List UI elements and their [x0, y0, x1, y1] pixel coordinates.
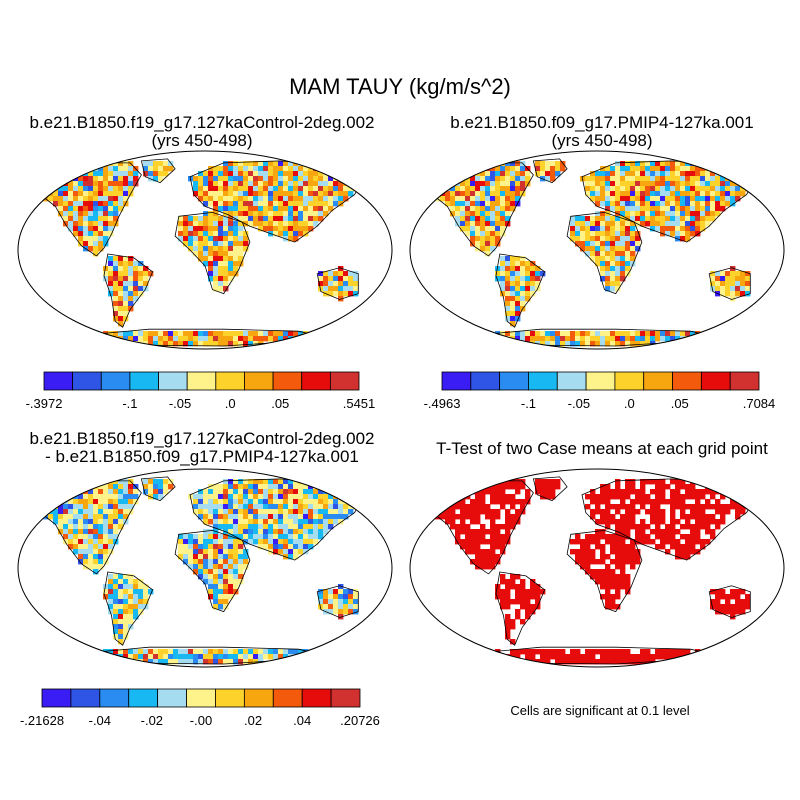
colorbar-2-label: -.4963 — [423, 396, 461, 411]
colorbar-1-swatch — [129, 371, 159, 391]
colorbar-2-swatch — [499, 371, 529, 391]
panel2-title-line1: b.e21.B1850.f09_g17.PMIP4-127ka.001 — [450, 113, 754, 132]
colorbar-1-swatch — [43, 371, 74, 391]
map-panel-4 — [409, 468, 785, 668]
colorbar-3-swatch — [186, 688, 216, 708]
map-field-1 — [38, 161, 364, 347]
colorbar-2-swatch — [556, 371, 587, 391]
colorbar-1-swatch — [329, 371, 360, 391]
colorbar-1-label: .5451 — [342, 396, 376, 411]
colorbar-2-swatch — [729, 371, 760, 391]
panel2-title-line2: (yrs 450-498) — [551, 131, 653, 150]
colorbar-2-swatch — [441, 371, 472, 391]
colorbar-2-swatch — [614, 371, 645, 391]
colorbar-2-swatch — [470, 371, 501, 391]
colorbar-2-label: .05 — [670, 396, 689, 411]
map-border-4 — [409, 468, 785, 668]
colorbar-3-swatch — [128, 688, 159, 708]
main-title: MAM TAUY (kg/m/s^2) — [289, 74, 511, 99]
panel1-title-line2: (yrs 450-498) — [151, 131, 253, 150]
colorbar-1-swatch — [244, 371, 274, 391]
colorbar-3-label: -.02 — [140, 713, 164, 728]
colorbar-3-label: -.04 — [88, 713, 112, 728]
colorbar-1-swatch — [72, 371, 102, 391]
colorbar-1-swatch — [158, 371, 188, 391]
panel1-title-line1: b.e21.B1850.f19_g17.127kaControl-2deg.00… — [29, 113, 375, 132]
map-border-3 — [17, 468, 393, 668]
colorbar-3-label: -.21628 — [19, 713, 65, 728]
colorbar-2-swatch — [643, 371, 673, 391]
colorbar-3-swatch — [41, 688, 72, 708]
ttest-note: Cells are significant at 0.1 level — [510, 703, 690, 718]
map-panel-1 — [17, 150, 393, 350]
colorbar-1-label: -.1 — [122, 396, 138, 411]
colorbar-1-swatch — [215, 371, 245, 391]
colorbar-2-swatch — [672, 371, 702, 391]
colorbar-1 — [43, 371, 360, 391]
colorbar-3-swatch — [272, 688, 303, 708]
map-border-1 — [17, 150, 393, 350]
colorbar-3-swatch — [301, 688, 332, 708]
panel4-title: T-Test of two Case means at each grid po… — [436, 439, 768, 458]
colorbar-3 — [41, 688, 361, 708]
colorbar-1-swatch — [301, 371, 331, 391]
colorbar-2-label: .7084 — [742, 396, 776, 411]
colorbar-3-label: .02 — [243, 713, 263, 728]
map-border-2 — [409, 150, 785, 350]
map-panel-3 — [17, 468, 393, 668]
colorbar-1-swatch — [186, 371, 217, 391]
colorbar-3-swatch — [99, 688, 130, 708]
colorbar-2-swatch — [700, 371, 731, 391]
map-field-3 — [38, 479, 364, 665]
colorbar-2-swatch — [585, 371, 616, 391]
colorbar-1-label: .0 — [224, 396, 236, 411]
panel3-title-line2: - b.e21.B1850.f09_g17.PMIP4-127ka.001 — [45, 447, 359, 466]
colorbar-2-label: -.05 — [567, 396, 591, 411]
colorbar-2-swatch — [528, 371, 558, 391]
colorbar-2-label: .0 — [623, 396, 635, 411]
colorbar-3-label: .04 — [293, 713, 312, 728]
map-field-4 — [430, 479, 756, 665]
map-panel-2 — [409, 150, 785, 350]
colorbar-2-label: -.1 — [520, 396, 537, 411]
colorbar-1-swatch — [272, 371, 303, 391]
colorbar-3-swatch — [215, 688, 245, 708]
colorbar-3-swatch — [70, 688, 101, 708]
panel3-title-line1: b.e21.B1850.f19_g17.127kaControl-2deg.00… — [29, 429, 375, 448]
colorbar-1-label: -.3972 — [25, 396, 63, 411]
colorbar-3-swatch — [157, 688, 187, 708]
colorbar-3-swatch — [330, 688, 361, 708]
map-field-2 — [430, 161, 756, 347]
colorbar-1-label: .05 — [271, 396, 290, 411]
colorbar-1-swatch — [100, 371, 131, 391]
colorbar-1-label: -.05 — [168, 396, 192, 411]
colorbar-2 — [441, 371, 760, 391]
colorbar-3-swatch — [243, 688, 274, 708]
colorbar-3-label: -.00 — [189, 713, 213, 728]
colorbar-3-label: .20726 — [340, 713, 380, 728]
